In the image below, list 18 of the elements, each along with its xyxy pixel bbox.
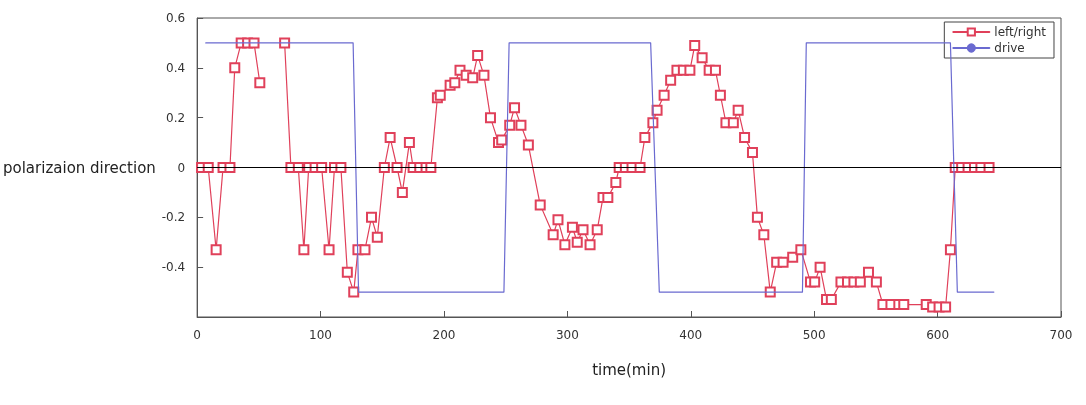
y-tick-label: -0.2 (161, 210, 186, 225)
x-tick-label: 600 (926, 328, 950, 342)
y-tick-label: 0 (177, 160, 186, 175)
y-tick-label: 0.6 (166, 11, 186, 25)
x-tick-label: 400 (679, 328, 703, 342)
x-tick-label: 0 (193, 328, 201, 342)
x-axis-title: time(min) (592, 360, 667, 379)
y-tick-label: -0.4 (161, 260, 186, 275)
x-tick-label: 500 (802, 328, 826, 342)
x-tick-label: 700 (1049, 328, 1073, 342)
legend-label: left/right (994, 25, 1047, 39)
y-axis-title: polarizaion direction (3, 158, 156, 177)
x-tick-label: 100 (309, 328, 332, 342)
x-tick-label: 200 (432, 328, 456, 342)
legend-label: drive (994, 41, 1025, 55)
x-tick-label: 300 (555, 328, 579, 342)
y-tick-label: 0.2 (166, 110, 186, 125)
y-tick-label: 0.4 (166, 60, 186, 75)
